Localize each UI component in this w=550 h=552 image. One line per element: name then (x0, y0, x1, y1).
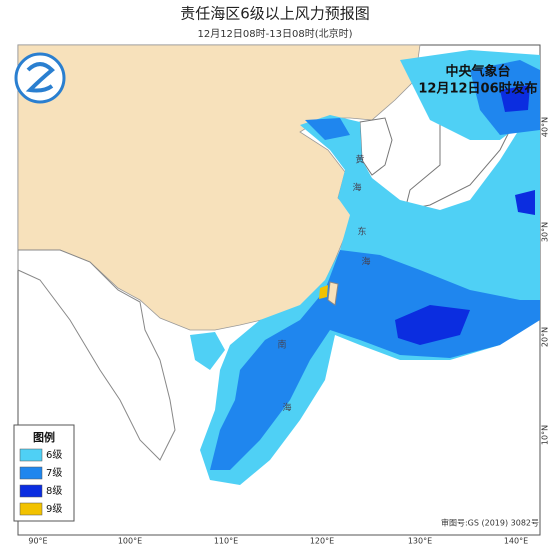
sea-label: 黄 (355, 154, 364, 166)
subtitle: 12月12日08时-13日08时(北京时) (197, 27, 352, 40)
sea-label: 海 (361, 256, 370, 268)
legend-label: 6级 (46, 449, 62, 461)
latitude-label: 40°N (541, 117, 550, 137)
logo-mark (25, 62, 55, 93)
latitude-label: 10°N (541, 425, 550, 445)
longitude-label: 130°E (408, 537, 432, 546)
wind-area-8 (500, 85, 530, 112)
longitude-label: 140°E (504, 537, 528, 546)
taiwan (327, 281, 339, 306)
wind-area-7 (210, 250, 540, 470)
sea-label: 南 (277, 339, 286, 351)
wind-area-9 (319, 285, 328, 299)
legend-swatch (19, 466, 43, 480)
southeast-asia (17, 249, 176, 461)
legend-swatch (19, 448, 43, 462)
longitude-label: 100°E (118, 537, 142, 546)
longitude-label: 110°E (214, 537, 238, 546)
latitude-label: 30°N (541, 222, 550, 242)
sea-label: 海 (282, 402, 291, 414)
longitude-label: 90°E (28, 537, 47, 546)
sea-label: 海 (352, 182, 361, 194)
legend-label: 9级 (46, 503, 62, 515)
wind-area-8 (395, 305, 470, 345)
legend-label: 8级 (46, 485, 62, 497)
issuer-name: 中央气象台 (445, 64, 510, 80)
legend-label: 7级 (46, 467, 62, 479)
legend-swatch (19, 484, 43, 498)
legend-title: 图例 (33, 430, 55, 444)
wind-area-6 (190, 332, 225, 370)
wind-area-7 (305, 118, 350, 140)
issue-time: 12月12日06时发布 (418, 81, 537, 97)
longitude-label: 120°E (310, 537, 334, 546)
wind-areas (190, 50, 540, 485)
title: 责任海区6级以上风力预报图 (180, 5, 370, 23)
wind-area-8 (515, 190, 535, 215)
legend-swatch (19, 502, 43, 516)
latitude-label: 20°N (541, 327, 550, 347)
approval-number: 审图号:GS (2019) 3082号 (441, 518, 539, 528)
sea-label: 东 (357, 226, 366, 238)
